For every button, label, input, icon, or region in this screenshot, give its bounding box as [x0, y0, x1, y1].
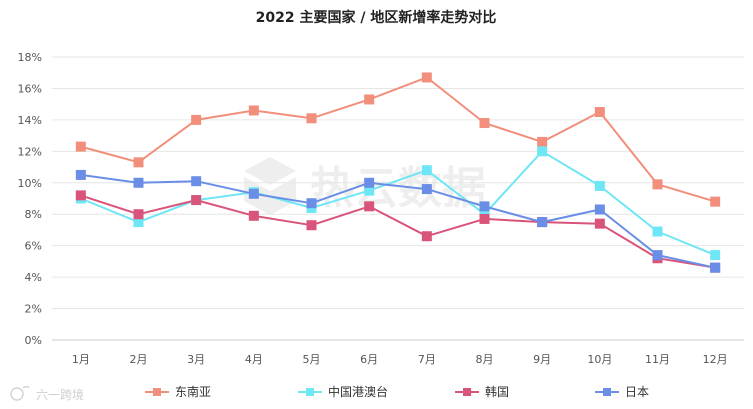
series-line	[80, 76, 716, 203]
x-tick-label: 4月	[245, 353, 263, 366]
y-axis: 0% 2% 4% 6% 8% 10% 12% 14% 16% 18%	[18, 51, 42, 347]
x-axis: 1月 2月 3月 4月 5月 6月 7月 8月 9月 10月 11月 12月	[72, 353, 728, 366]
x-tick-label: 11月	[645, 353, 670, 366]
legend-item[interactable]: 韩国	[455, 384, 509, 399]
data-point	[537, 146, 548, 157]
y-tick-label: 0%	[25, 334, 42, 347]
data-point	[364, 94, 375, 105]
data-point	[710, 196, 721, 207]
data-point	[594, 180, 605, 191]
legend-marker	[306, 388, 314, 396]
data-point	[191, 114, 202, 125]
x-tick-label: 2月	[130, 353, 148, 366]
data-point	[306, 113, 317, 124]
data-point	[75, 190, 86, 201]
x-tick-label: 12月	[703, 353, 728, 366]
x-tick-label: 6月	[360, 353, 378, 366]
data-point	[421, 184, 432, 195]
data-point	[133, 209, 144, 220]
series-points	[75, 72, 721, 273]
legend-label: 中国港澳台	[328, 384, 388, 399]
legend-label: 韩国	[485, 384, 509, 399]
legend-marker	[153, 388, 161, 396]
watermark: 热云数据	[244, 157, 486, 215]
source-logo: 六一跨境	[10, 385, 84, 402]
series-line	[80, 194, 716, 269]
y-tick-label: 18%	[18, 51, 42, 64]
x-tick-label: 8月	[476, 353, 494, 366]
legend-marker	[603, 388, 611, 396]
data-point	[306, 198, 317, 209]
data-point	[248, 210, 259, 221]
data-point	[421, 72, 432, 83]
watermark-text: 热云数据	[310, 163, 486, 214]
data-point	[75, 169, 86, 180]
gridlines	[52, 56, 744, 341]
data-point	[652, 250, 663, 261]
chart-title: 2022 主要国家 / 地区新增率走势对比	[256, 9, 497, 26]
data-point	[248, 105, 259, 116]
x-tick-label: 7月	[418, 353, 436, 366]
data-point	[710, 262, 721, 273]
series-line	[80, 173, 716, 269]
data-point	[537, 217, 548, 228]
y-tick-label: 14%	[18, 114, 42, 127]
data-point	[594, 204, 605, 215]
watermark-logo-icon	[244, 157, 296, 215]
data-point	[421, 165, 432, 176]
x-tick-label: 3月	[187, 353, 205, 366]
data-point	[364, 201, 375, 212]
y-tick-label: 10%	[18, 177, 42, 190]
legend-label: 日本	[625, 385, 649, 399]
data-point	[479, 213, 490, 224]
legend-item[interactable]: 中国港澳台	[298, 384, 388, 399]
y-tick-label: 2%	[25, 303, 42, 316]
data-point	[479, 118, 490, 129]
x-tick-label: 10月	[587, 353, 612, 366]
data-point	[191, 195, 202, 206]
data-point	[594, 218, 605, 229]
data-point	[594, 107, 605, 118]
data-point	[133, 217, 144, 228]
series-line	[80, 150, 716, 257]
data-point	[479, 201, 490, 212]
legend-item[interactable]: 东南亚	[145, 384, 211, 399]
data-point	[306, 220, 317, 231]
data-point	[133, 177, 144, 188]
data-point	[421, 231, 432, 242]
data-point	[652, 226, 663, 237]
data-point	[248, 188, 259, 199]
legend-item[interactable]: 日本	[595, 385, 649, 399]
data-point	[652, 179, 663, 190]
data-point	[364, 177, 375, 188]
data-point	[75, 141, 86, 152]
x-tick-label: 5月	[303, 353, 321, 366]
y-tick-label: 12%	[18, 145, 42, 158]
y-tick-label: 4%	[25, 271, 42, 284]
y-tick-label: 8%	[25, 208, 42, 221]
y-tick-label: 6%	[25, 240, 42, 253]
source-logo-text: 六一跨境	[36, 387, 84, 402]
y-tick-label: 16%	[18, 82, 42, 95]
legend: 东南亚 中国港澳台 韩国 日本	[145, 384, 649, 399]
legend-marker	[463, 388, 471, 396]
data-point	[710, 250, 721, 261]
legend-label: 东南亚	[175, 384, 211, 399]
x-tick-label: 1月	[72, 353, 90, 366]
x-tick-label: 9月	[533, 353, 551, 366]
data-point	[364, 185, 375, 196]
data-point	[191, 176, 202, 187]
data-point	[133, 157, 144, 168]
source-logo-icon	[10, 385, 30, 401]
data-point	[537, 136, 548, 147]
series-lines	[80, 76, 716, 269]
